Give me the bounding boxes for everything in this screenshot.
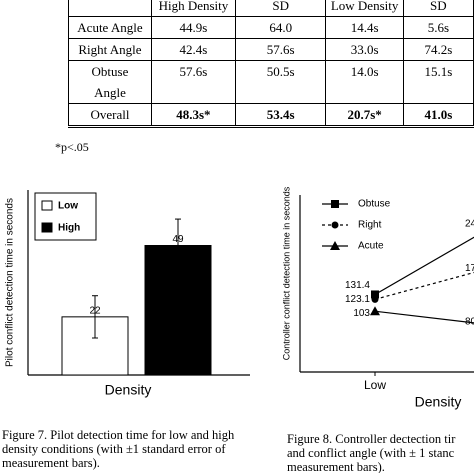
legend-label: Acute [358,241,384,252]
y-axis-label: Pilot conflict detection time in seconds [5,198,16,367]
legend-swatch [41,200,53,211]
marker [330,241,340,250]
value-label: 49 [172,234,184,245]
marker [370,306,380,316]
value-label: 244 [465,219,474,230]
value-label: 131.4 [345,280,370,291]
legend-label: Obtuse [358,199,391,210]
value-label: 80 [465,316,474,327]
cell: 42.4s [150,38,236,61]
cell: 50.5s [234,60,327,104]
cell: 20.7s* [325,103,404,128]
marker [331,200,339,208]
cell: Overall [68,103,152,128]
cell: 48.3s* [150,103,236,128]
caption: Figure 8. Controller dectection tir and … [287,432,455,473]
caption-line: Figure 7. Pilot detection time for low a… [2,428,235,442]
legend-swatch [41,222,53,233]
y-axis-label: Controller conflict detection time in se… [281,186,291,360]
caption: Figure 7. Pilot detection time for low a… [2,428,234,470]
value-label: 22 [89,305,101,316]
legend-label: Right [358,220,382,231]
caption-line: and conflict angle (with ± 1 stanc [287,446,455,460]
cell: 44.9s [150,16,236,39]
cell: Obtuse Angle [68,60,152,104]
caption-line: density conditions (with ±1 standard err… [2,442,226,456]
line [374,310,474,324]
line [374,236,474,295]
line [374,271,474,300]
bar [61,316,129,376]
legend-label: High [58,223,80,234]
cell: Right Angle [68,38,152,61]
cell: Acute Angle [68,16,152,39]
value-label: 103 [353,308,370,319]
x-axis-label: Density [105,382,152,398]
value-label: 176 [465,263,474,274]
cell: 57.6s [150,60,236,104]
cell: 41.0s [402,103,474,128]
cell: 14.0s [325,60,404,104]
caption-line: Figure 8. Controller dectection tir [287,432,456,446]
marker [371,290,379,299]
value-label: 123.1 [345,294,370,305]
cell: 15.1s [402,60,474,104]
caption-line: measurement bars). [2,456,100,470]
marker [371,295,379,303]
marker [331,221,339,229]
legend-label: Low [58,201,78,212]
footnote: *p<.05 [55,140,89,154]
results-table: High Density SD Low Density SD Acute Ang… [68,0,474,128]
x-tick-label: Low [364,378,386,392]
caption-line: measurement bars). [287,460,385,473]
cell: 53.4s [234,103,327,128]
cell: 74.2s [402,38,474,61]
header-cell: SD [234,0,327,17]
x-axis-label: Density [415,394,462,410]
